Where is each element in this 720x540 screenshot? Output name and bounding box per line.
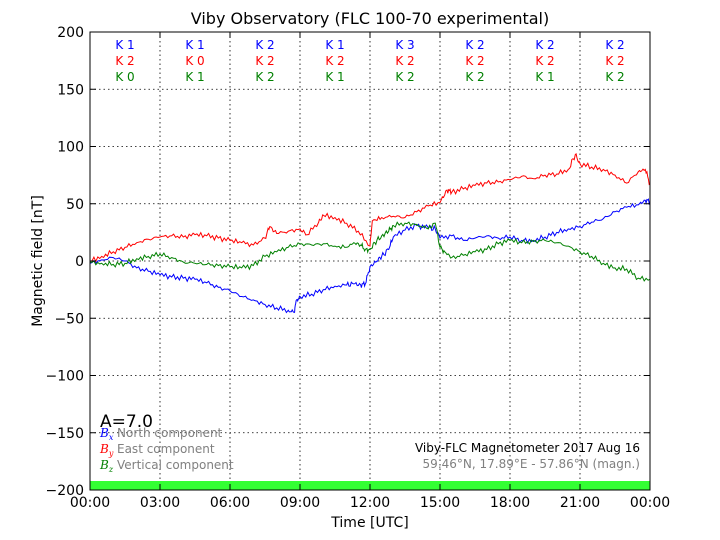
k-index-value: K 2 [605,54,624,68]
k-index-value: K 0 [115,70,134,84]
y-tick-label: 200 [57,25,84,41]
axis-ticks: 00:00 03:00 06:00 09:00 12:00 15:00 18:00 21:00… [46,25,671,511]
k-index-value: K 2 [115,54,134,68]
legend-label-x: North component [117,426,223,440]
x-tick-label: 00:00 [630,495,670,511]
x-tick-label: 12:00 [350,495,390,511]
k-index-value: K 0 [185,54,204,68]
x-tick-label: 00:00 [70,495,110,511]
y-tick-label: −100 [46,369,84,385]
k-index-value: K 1 [115,38,134,52]
k-index-value: K 2 [255,70,274,84]
series-group [89,153,651,314]
y-tick-label: −200 [46,483,84,499]
k-index-value: K 1 [325,38,344,52]
y-tick-label: 0 [75,254,84,270]
legend-label-y: East component [117,442,215,456]
chart-title: Viby Observatory (FLC 100-70 experimenta… [191,9,550,28]
k-index-value: K 2 [395,54,414,68]
y-tick-label: −150 [46,426,84,442]
y-tick-label: −50 [54,311,84,327]
y-tick-label: 100 [57,140,84,156]
x-tick-label: 15:00 [420,495,460,511]
legend-label-z: Vertical component [117,458,234,472]
legend-symbol-y: By [99,442,114,458]
x-axis-label: Time [UTC] [330,515,408,531]
k-index-value: K 2 [535,38,554,52]
legend-symbol-x: Bx [99,426,114,442]
y-tick-label: 50 [66,197,84,213]
k-index-value: K 1 [185,70,204,84]
k-index-table: K 1 K 1 K 2 K 1 K 3 K 2 K 2 K 2 K 2 K 0 K 2 K 2 K 2 K… [115,38,624,84]
series-line-z [89,221,651,282]
k-index-value: K 2 [395,70,414,84]
k-index-value: K 2 [535,54,554,68]
x-tick-label: 21:00 [560,495,600,511]
x-tick-label: 03:00 [140,495,180,511]
legend-symbol-z: Bz [99,458,114,474]
y-axis-label: Magnetic field [nT] [30,195,46,327]
k-index-value: K 2 [255,38,274,52]
k-index-value: K 1 [325,70,344,84]
k-index-value: K 2 [255,54,274,68]
k-index-value: K 3 [395,38,414,52]
k-index-value: K 2 [465,54,484,68]
k-index-value: K 2 [605,70,624,84]
location-label: 59.46°N, 17.89°E - 57.86°N (magn.) [423,457,640,471]
y-tick-label: 150 [57,82,84,98]
x-tick-label: 18:00 [490,495,530,511]
k-index-value: K 2 [465,70,484,84]
k-index-value: K 1 [185,38,204,52]
grid [90,32,650,490]
series-line-x [89,198,651,314]
k-index-value: K 2 [605,38,624,52]
instrument-label: Viby-FLC Magnetometer 2017 Aug 16 [415,441,640,455]
a-index: A=7.0 [100,412,153,432]
k-index-value: K 2 [465,38,484,52]
k-index-value: K 1 [535,70,554,84]
k-index-value: K 2 [325,54,344,68]
x-tick-label: 06:00 [210,495,250,511]
series-line-y [89,153,651,263]
x-tick-label: 09:00 [280,495,320,511]
